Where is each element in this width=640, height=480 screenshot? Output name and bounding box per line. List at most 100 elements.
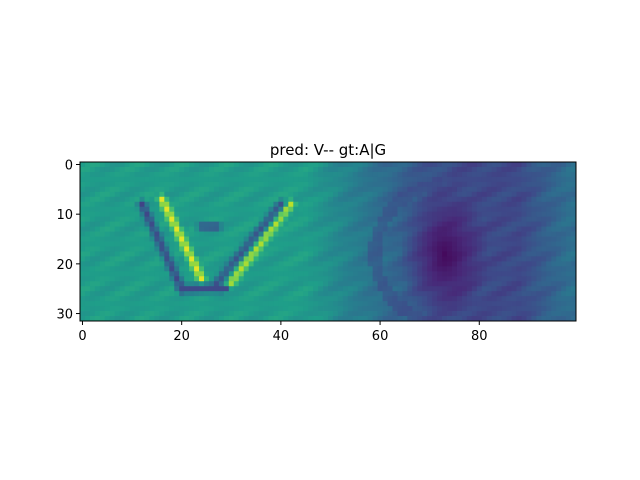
heatmap-cell (134, 171, 140, 178)
heatmap-cell (337, 311, 344, 317)
heatmap-cell (422, 211, 428, 218)
heatmap-cell (481, 201, 488, 208)
heatmap-cell (223, 286, 230, 292)
heatmap-cell (288, 236, 294, 242)
heatmap-cell (233, 281, 240, 287)
heatmap-cell (288, 201, 294, 208)
heatmap-cell (109, 221, 116, 227)
heatmap-cell (496, 256, 502, 262)
heatmap-cell (377, 271, 383, 277)
heatmap-cell (412, 196, 418, 203)
heatmap-cell (104, 216, 111, 223)
heatmap-cell (184, 226, 190, 232)
heatmap-cell (313, 171, 319, 178)
heatmap-cell (84, 311, 91, 317)
heatmap-cell (288, 261, 294, 267)
heatmap-cell (238, 291, 245, 297)
heatmap-cell (179, 171, 185, 178)
heatmap-cell (541, 251, 547, 257)
heatmap-cell (94, 171, 101, 178)
heatmap-cell (372, 191, 378, 198)
heatmap-cell (447, 271, 453, 277)
heatmap-cell (437, 171, 443, 178)
heatmap-cell (471, 276, 478, 282)
heatmap-cell (119, 281, 126, 287)
heatmap-cell (342, 196, 349, 203)
heatmap-cell (566, 311, 572, 317)
heatmap-cell (481, 256, 488, 262)
heatmap-cell (506, 181, 512, 188)
heatmap-cell (114, 281, 121, 287)
heatmap-cell (323, 311, 329, 317)
heatmap-cell (189, 231, 195, 237)
heatmap-cell (223, 181, 230, 188)
heatmap-cell (308, 261, 314, 267)
heatmap-cell (80, 311, 86, 317)
heatmap-cell (486, 261, 493, 267)
heatmap-cell (288, 241, 294, 247)
heatmap-cell (437, 181, 443, 188)
heatmap-cell (154, 186, 160, 193)
heatmap-cell (104, 256, 111, 262)
heatmap-cell (99, 241, 106, 247)
heatmap-cell (427, 191, 433, 198)
heatmap-cell (432, 276, 438, 282)
heatmap-cell (248, 301, 254, 307)
heatmap-cell (516, 181, 522, 188)
heatmap-cell (556, 226, 562, 232)
heatmap-cell (332, 251, 339, 257)
heatmap-cell (154, 291, 160, 297)
heatmap-cell (332, 231, 339, 237)
heatmap-cell (313, 291, 319, 297)
heatmap-cell (288, 286, 294, 292)
heatmap-cell (427, 196, 433, 203)
heatmap-cell (471, 231, 478, 237)
heatmap-cell (491, 171, 498, 178)
heatmap-cell (417, 261, 423, 267)
heatmap-cell (372, 311, 378, 317)
heatmap-cell (332, 166, 339, 173)
heatmap-cell (536, 291, 542, 297)
heatmap-cell (496, 271, 502, 277)
heatmap-cell (283, 311, 289, 317)
heatmap-cell (169, 256, 175, 262)
heatmap-cell (476, 191, 483, 198)
heatmap-cell (278, 171, 284, 178)
heatmap-cell (437, 291, 443, 297)
heatmap-cell (471, 201, 478, 208)
heatmap-cell (511, 201, 517, 208)
heatmap-cell (461, 231, 468, 237)
heatmap-cell (318, 181, 324, 188)
heatmap-cell (253, 226, 259, 232)
heatmap-cell (501, 171, 507, 178)
heatmap-cell (456, 311, 463, 317)
heatmap-cell (511, 266, 517, 272)
heatmap-cell (387, 251, 393, 257)
heatmap-cell (511, 196, 517, 203)
heatmap-cell (114, 216, 121, 223)
heatmap-cell (258, 196, 264, 203)
heatmap-cell (566, 166, 572, 173)
heatmap-cell (268, 246, 274, 252)
heatmap-cell (486, 286, 493, 292)
heatmap-cell (318, 186, 324, 193)
heatmap-cell (377, 181, 383, 188)
heatmap-cell (481, 286, 488, 292)
heatmap-cell (392, 316, 398, 322)
heatmap-cell (486, 236, 493, 242)
heatmap-cell (362, 256, 369, 262)
heatmap-cell (124, 241, 130, 247)
heatmap-cell (80, 296, 86, 302)
heatmap-cell (129, 176, 135, 183)
heatmap-cell (402, 236, 408, 242)
heatmap-cell (352, 276, 359, 282)
heatmap-cell (318, 296, 324, 302)
heatmap-cell (204, 162, 210, 168)
heatmap-cell (452, 306, 458, 312)
heatmap-cell (407, 296, 413, 302)
heatmap-cell (566, 221, 572, 227)
heatmap-cell (481, 251, 488, 257)
heatmap-cell (238, 316, 245, 322)
heatmap-cell (253, 231, 259, 237)
heatmap-cell (447, 196, 453, 203)
